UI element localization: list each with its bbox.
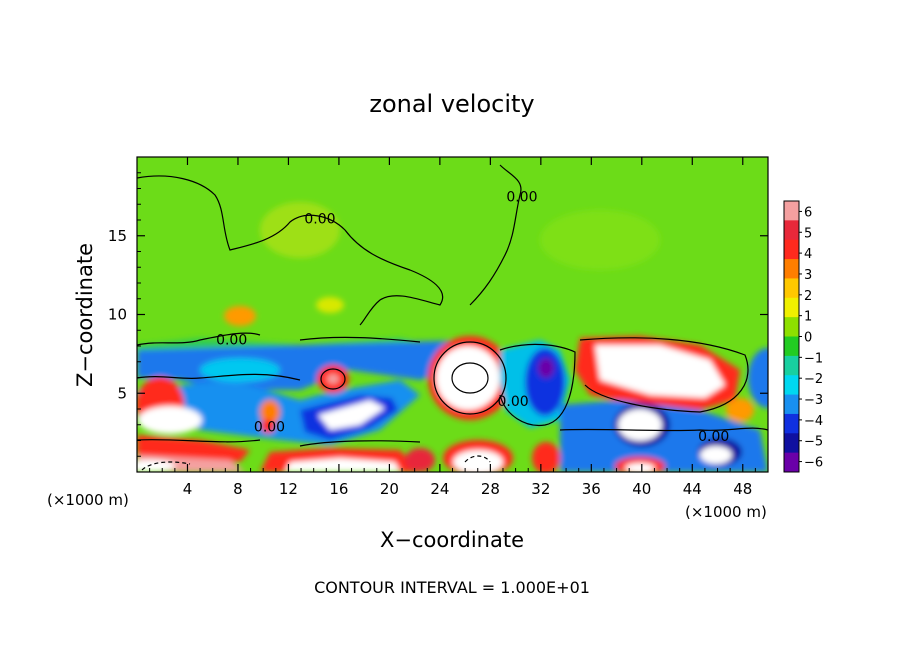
colorbar-tick-label: −1 <box>804 351 823 366</box>
colorbar-tick-label: 1 <box>804 310 812 325</box>
x-tick-label: 44 <box>683 480 702 498</box>
colorbar-segment <box>784 336 799 357</box>
colorbar-tick-label: 4 <box>804 247 812 262</box>
y-tick-label: 10 <box>108 306 127 324</box>
colorbar-segment <box>784 220 799 241</box>
x-axis-label: X−coordinate <box>380 528 524 552</box>
contour-label: 0.00 <box>497 394 528 410</box>
chart-title: zonal velocity <box>369 90 534 118</box>
contour-label: 0.00 <box>216 333 247 349</box>
colorbar-tick-label: 2 <box>804 289 812 304</box>
x-tick-label: 16 <box>329 480 348 498</box>
colorbar-tick-label: −3 <box>804 393 823 408</box>
contour-label: 0.00 <box>506 189 537 205</box>
contour-label: 0.00 <box>254 419 285 435</box>
colorbar-segment <box>784 355 799 376</box>
y-axis-label: Z−coordinate <box>73 243 97 387</box>
contour-labels: 0.00 0.00 0.00 0.00 0.00 0.00 <box>216 189 729 444</box>
y-tick-label: 5 <box>117 384 127 402</box>
contour-label: 0.00 <box>698 429 729 445</box>
colorbar-segment <box>784 452 799 473</box>
y-axis-ticks: 5 10 15 <box>108 172 768 457</box>
x-tick-label: 28 <box>481 480 500 498</box>
colorbar-segment <box>784 317 799 337</box>
contour-interval-note: CONTOUR INTERVAL = 1.000E+01 <box>314 578 590 597</box>
x-tick-label: 4 <box>183 480 193 498</box>
colorbar-segment <box>784 259 799 279</box>
colorbar-segment <box>784 375 799 396</box>
colorbar-tick-label: 0 <box>804 331 812 346</box>
x-tick-label: 48 <box>733 480 752 498</box>
colorbar-segment <box>784 413 799 434</box>
colorbar-segment <box>784 394 799 415</box>
x-tick-label: 36 <box>582 480 601 498</box>
y-tick-label: 15 <box>108 227 127 245</box>
colorbar-segment <box>784 433 799 454</box>
x-axis-ticks: 4 8 12 16 20 24 28 32 36 40 44 48 <box>149 157 756 498</box>
colorbar-tick-label: 6 <box>804 205 812 220</box>
colorbar-tick-label: −5 <box>804 435 823 450</box>
x-tick-label: 32 <box>531 480 550 498</box>
colorbar-segment <box>784 239 799 260</box>
x-unit-label-right: (×1000 m) <box>685 503 767 521</box>
x-tick-label: 12 <box>279 480 298 498</box>
colorbar-tick-label: −4 <box>804 414 823 429</box>
colorbar-segment <box>784 297 799 318</box>
x-tick-label: 40 <box>632 480 651 498</box>
colorbar-tick-label: −6 <box>804 456 823 471</box>
colorbar-tick-label: 5 <box>804 226 812 241</box>
colorbar-ticks: 6 5 4 3 2 1 0 −1 −2 −3 −4 −5 −6 <box>799 205 823 471</box>
colorbar-segment <box>784 201 799 221</box>
x-tick-label: 20 <box>380 480 399 498</box>
x-tick-label: 24 <box>430 480 449 498</box>
colorbar-segment <box>784 278 799 299</box>
colorbar <box>783 200 800 473</box>
colorbar-tick-label: 3 <box>804 268 812 283</box>
colorbar-tick-label: −2 <box>804 372 823 387</box>
velocity-field <box>137 157 768 472</box>
x-tick-label: 8 <box>233 480 243 498</box>
contour-label: 0.00 <box>304 211 335 227</box>
x-unit-label-left: (×1000 m) <box>47 491 129 509</box>
